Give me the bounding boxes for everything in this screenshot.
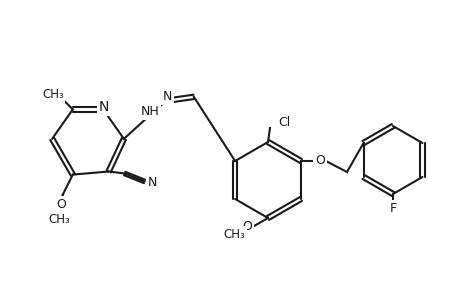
Text: Cl: Cl [277,116,290,130]
Text: CH₃: CH₃ [223,227,244,241]
Text: O: O [314,154,324,167]
Text: N: N [148,176,157,189]
Text: N: N [163,90,172,104]
Text: O: O [56,198,66,211]
Text: F: F [389,202,396,214]
Text: CH₃: CH₃ [48,213,69,226]
Text: O: O [241,220,252,232]
Text: NH: NH [140,105,159,119]
Text: N: N [99,100,109,114]
Text: CH₃: CH₃ [42,88,63,101]
